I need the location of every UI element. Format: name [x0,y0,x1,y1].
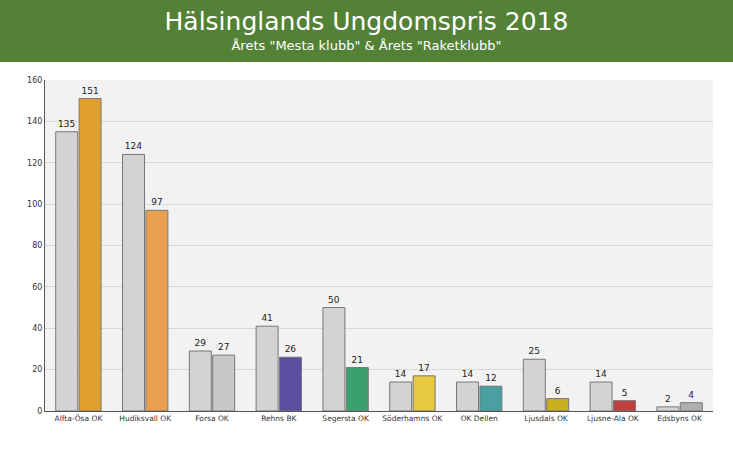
svg-text:14: 14 [595,369,607,379]
svg-text:135: 135 [58,119,75,129]
svg-text:151: 151 [81,86,98,96]
svg-text:Ljusne-Ala OK: Ljusne-Ala OK [587,414,640,423]
svg-text:20: 20 [32,365,42,374]
svg-text:80: 80 [32,241,42,250]
svg-text:40: 40 [32,324,42,333]
svg-text:25: 25 [529,346,540,356]
html-text:Hälsinglands Ungdomspris 2018: Hälsinglands Ungdomspris 2018 [164,7,569,36]
svg-text:0: 0 [37,407,42,416]
svg-text:Hudiksvall OK: Hudiksvall OK [119,414,172,423]
svg-text:6: 6 [555,386,561,396]
svg-text:97: 97 [151,197,162,207]
svg-text:12: 12 [485,373,496,383]
svg-text:Söderhamns OK: Söderhamns OK [382,414,443,423]
svg-text:Forsa OK: Forsa OK [195,414,230,423]
svg-text:14: 14 [395,369,407,379]
svg-text:Rehns BK: Rehns BK [261,414,297,423]
svg-text:50: 50 [328,295,340,305]
svg-text:OK Dellen: OK Dellen [461,414,498,423]
svg-text:Ljusdals OK: Ljusdals OK [524,414,569,423]
html-text:Årets "Mesta klubb" & Årets "R: Årets "Mesta klubb" & Årets "Raketklubb" [231,38,502,53]
svg-text:17: 17 [418,363,429,373]
svg-text:21: 21 [352,355,363,365]
svg-text:41: 41 [261,313,272,323]
svg-text:5: 5 [622,388,628,398]
svg-text:29: 29 [194,338,206,348]
svg-text:60: 60 [32,283,42,292]
svg-text:Edsbyns OK: Edsbyns OK [657,414,703,423]
svg-text:2: 2 [665,394,671,404]
svg-text:Segersta OK: Segersta OK [322,414,370,423]
svg-text:Alfta-Ösa OK: Alfta-Ösa OK [55,414,104,423]
svg-text:27: 27 [218,342,229,352]
svg-text:14: 14 [462,369,474,379]
svg-text:26: 26 [285,344,297,354]
svg-text:120: 120 [27,159,42,168]
svg-text:124: 124 [125,141,142,151]
svg-text:4: 4 [688,390,694,400]
svg-text:160: 160 [27,76,42,85]
svg-text:140: 140 [27,117,42,126]
svg-text:100: 100 [27,200,42,209]
